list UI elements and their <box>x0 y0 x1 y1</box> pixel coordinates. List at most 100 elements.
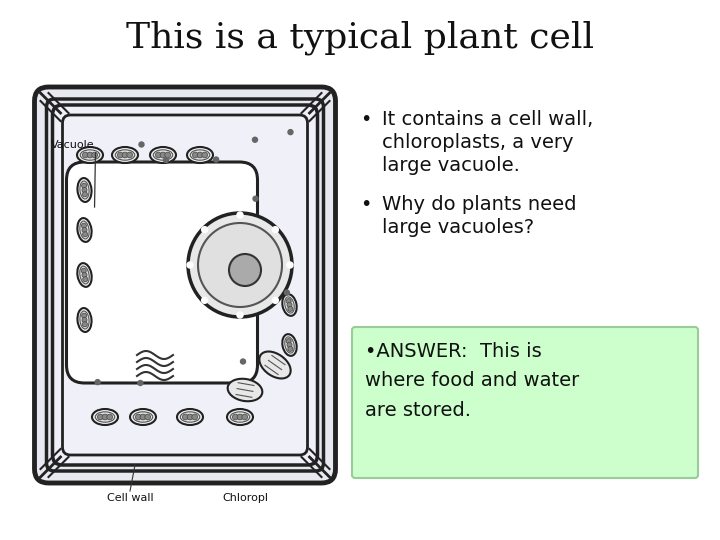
Circle shape <box>242 414 248 420</box>
Circle shape <box>187 262 193 268</box>
Circle shape <box>92 152 98 158</box>
Ellipse shape <box>180 412 199 422</box>
Circle shape <box>81 268 86 273</box>
Circle shape <box>156 152 161 158</box>
Circle shape <box>81 313 86 318</box>
FancyBboxPatch shape <box>66 162 258 383</box>
Circle shape <box>117 152 123 158</box>
Circle shape <box>192 152 198 158</box>
Circle shape <box>139 142 144 147</box>
Text: Why do plants need: Why do plants need <box>382 195 577 214</box>
Circle shape <box>237 414 243 420</box>
Circle shape <box>287 342 292 348</box>
Text: large vacuole.: large vacuole. <box>382 156 520 175</box>
Text: This is a typical plant cell: This is a typical plant cell <box>126 21 594 55</box>
Circle shape <box>198 223 282 307</box>
Circle shape <box>253 137 258 142</box>
Text: •: • <box>360 195 372 214</box>
Ellipse shape <box>77 147 103 163</box>
Circle shape <box>140 414 146 420</box>
Ellipse shape <box>80 150 100 160</box>
Ellipse shape <box>80 266 89 284</box>
Ellipse shape <box>112 147 138 163</box>
FancyBboxPatch shape <box>352 327 698 478</box>
Text: chloroplasts, a very: chloroplasts, a very <box>382 133 574 152</box>
Circle shape <box>82 322 87 327</box>
Ellipse shape <box>153 150 173 160</box>
Text: It contains a cell wall,: It contains a cell wall, <box>382 110 593 129</box>
Text: •ANSWER:  This is
where food and water
are stored.: •ANSWER: This is where food and water ar… <box>365 342 580 420</box>
Ellipse shape <box>284 297 294 313</box>
Circle shape <box>163 158 168 163</box>
Ellipse shape <box>78 308 91 332</box>
Circle shape <box>82 318 87 322</box>
Circle shape <box>160 152 166 158</box>
Circle shape <box>97 414 103 420</box>
Circle shape <box>272 227 279 233</box>
Circle shape <box>81 183 86 188</box>
Ellipse shape <box>80 221 89 239</box>
Text: Vacuole: Vacuole <box>50 140 94 150</box>
Circle shape <box>286 299 291 303</box>
Circle shape <box>165 152 171 158</box>
Circle shape <box>286 339 291 343</box>
Circle shape <box>95 380 100 384</box>
FancyBboxPatch shape <box>53 105 318 465</box>
Circle shape <box>288 130 293 134</box>
Circle shape <box>188 213 292 317</box>
Circle shape <box>272 298 279 303</box>
Circle shape <box>197 152 203 158</box>
Ellipse shape <box>95 412 114 422</box>
Ellipse shape <box>177 409 203 425</box>
Ellipse shape <box>77 218 91 242</box>
Circle shape <box>122 152 128 158</box>
Ellipse shape <box>80 311 89 329</box>
Circle shape <box>182 414 188 420</box>
Ellipse shape <box>187 147 213 163</box>
Circle shape <box>107 414 112 420</box>
Circle shape <box>138 381 143 386</box>
Circle shape <box>229 254 261 286</box>
FancyBboxPatch shape <box>37 89 333 481</box>
Circle shape <box>192 414 197 420</box>
Ellipse shape <box>282 334 297 356</box>
Circle shape <box>237 312 243 318</box>
Circle shape <box>240 359 246 364</box>
Circle shape <box>145 414 150 420</box>
Ellipse shape <box>284 337 294 353</box>
Ellipse shape <box>115 150 135 160</box>
Ellipse shape <box>130 409 156 425</box>
Circle shape <box>214 157 219 162</box>
Circle shape <box>83 276 88 282</box>
Ellipse shape <box>190 150 210 160</box>
Circle shape <box>237 212 243 218</box>
Circle shape <box>82 273 87 278</box>
Ellipse shape <box>77 263 91 287</box>
Circle shape <box>287 262 293 268</box>
Ellipse shape <box>78 178 91 202</box>
Ellipse shape <box>230 412 250 422</box>
Circle shape <box>253 196 258 201</box>
Circle shape <box>82 152 88 158</box>
Text: •: • <box>360 110 372 129</box>
Text: Cell wall: Cell wall <box>107 493 153 503</box>
Text: large vacuoles?: large vacuoles? <box>382 218 534 237</box>
Circle shape <box>287 302 292 307</box>
Circle shape <box>202 152 207 158</box>
Circle shape <box>202 298 207 303</box>
Circle shape <box>81 223 86 228</box>
Circle shape <box>202 227 207 233</box>
Ellipse shape <box>150 147 176 163</box>
Circle shape <box>233 414 238 420</box>
Circle shape <box>127 152 132 158</box>
Circle shape <box>288 346 293 352</box>
Circle shape <box>135 414 141 420</box>
Ellipse shape <box>228 379 262 401</box>
Text: Chloropl: Chloropl <box>222 493 268 503</box>
Circle shape <box>82 227 87 233</box>
Circle shape <box>288 306 293 312</box>
Ellipse shape <box>133 412 153 422</box>
Circle shape <box>83 232 88 237</box>
Ellipse shape <box>80 181 89 199</box>
Circle shape <box>187 414 193 420</box>
